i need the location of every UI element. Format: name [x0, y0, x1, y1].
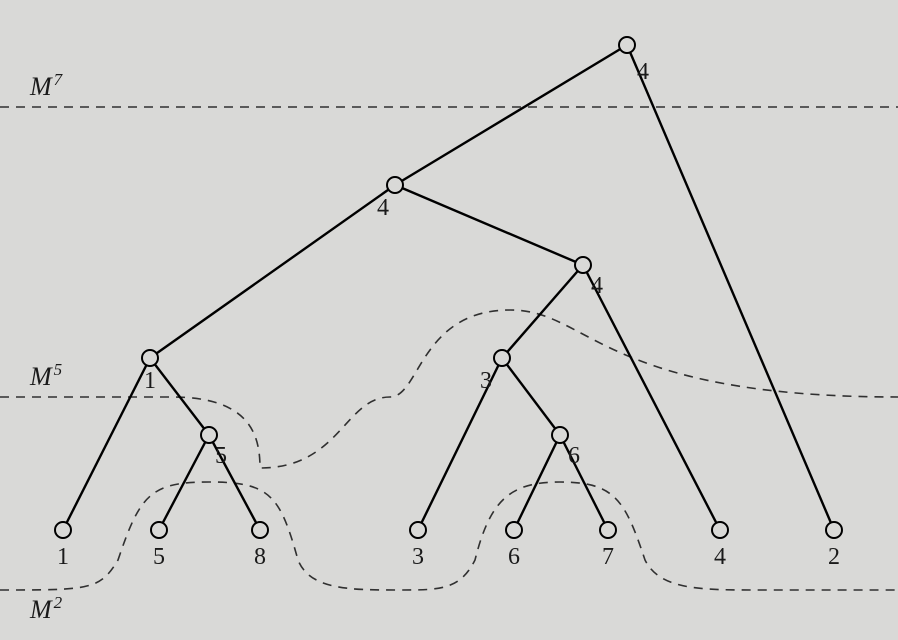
leaf-node — [826, 522, 842, 538]
tree-edge — [150, 185, 395, 358]
node-label: 8 — [254, 544, 266, 570]
node-label: 4 — [377, 195, 389, 221]
node-label: 6 — [568, 443, 580, 469]
level-label: M2 — [29, 593, 63, 624]
node-label: 2 — [828, 544, 840, 570]
tree-node — [575, 257, 591, 273]
tree-node — [552, 427, 568, 443]
tree-node — [142, 350, 158, 366]
leaf-node — [506, 522, 522, 538]
tree-node — [494, 350, 510, 366]
node-label: 5 — [215, 443, 227, 469]
tree-edge — [159, 435, 209, 530]
tree-edge — [502, 265, 583, 358]
tree-edge — [63, 358, 150, 530]
node-label: 6 — [508, 544, 520, 570]
node-label: 3 — [412, 544, 424, 570]
node-label: 7 — [602, 544, 614, 570]
tree-edge — [627, 45, 834, 530]
leaf-node — [712, 522, 728, 538]
level-curve — [0, 482, 898, 590]
leaf-node — [600, 522, 616, 538]
node-label: 4 — [714, 544, 726, 570]
node-label: 5 — [153, 544, 165, 570]
node-label: 3 — [480, 368, 492, 394]
node-label: 4 — [637, 59, 649, 85]
tree-node — [201, 427, 217, 443]
node-label: 1 — [57, 544, 69, 570]
node-label: 4 — [591, 273, 603, 299]
leaf-node — [410, 522, 426, 538]
tree-node — [387, 177, 403, 193]
leaf-node — [55, 522, 71, 538]
node-label: 1 — [144, 368, 156, 394]
leaf-node — [151, 522, 167, 538]
tree-edge — [150, 358, 209, 435]
level-label: M5 — [29, 360, 62, 391]
level-label: M7 — [29, 70, 64, 101]
tree-edge — [502, 358, 560, 435]
tree-edge — [514, 435, 560, 530]
tree-edge — [395, 185, 583, 265]
tree-node — [619, 37, 635, 53]
tree-edge — [395, 45, 627, 185]
leaf-node — [252, 522, 268, 538]
